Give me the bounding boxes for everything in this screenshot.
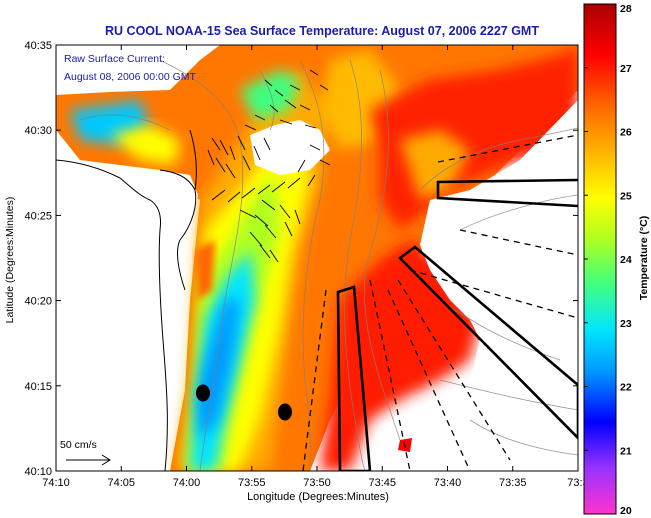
- x-tick-label: 74:00: [173, 477, 201, 489]
- colorbar-tick-label: 24: [620, 254, 632, 266]
- scale-arrow: [66, 454, 111, 466]
- colorbar-tick-label: 23: [620, 318, 632, 330]
- sector-dashed-lines: [302, 134, 578, 471]
- y-tick-label: 40:30: [24, 125, 52, 137]
- colorbar-tick-label: 26: [620, 127, 632, 139]
- x-tick-label: 73:40: [434, 477, 462, 489]
- x-tick-label: 73:55: [238, 477, 266, 489]
- colorbar-tick-label: 25: [620, 190, 632, 202]
- station-marker: [196, 384, 210, 402]
- colorbar-ticks: 28 27 26 25 24 23 22 21 20: [584, 3, 632, 517]
- station-marker: [278, 403, 292, 421]
- sector-boxes: [336, 178, 578, 471]
- map-title: RU COOL NOAA-15 Sea Surface Temperature:…: [105, 24, 539, 38]
- x-tick-label: 73:35: [499, 477, 527, 489]
- x-axis-label: Longitude (Degrees:Minutes): [247, 491, 389, 503]
- colorbar-label: Temperature (°C): [638, 216, 650, 301]
- y-tick-label: 40:10: [24, 466, 52, 478]
- scale-label: 50 cm/s: [60, 439, 97, 451]
- y-tick-label: 40:25: [24, 210, 52, 222]
- y-axis: 40:35 40:30 40:25 40:20 40:15 40:10: [24, 40, 578, 478]
- y-tick-label: 40:20: [24, 296, 52, 308]
- x-axis: 74:10 74:05 74:00 73:55 73:50 73:45 73:40 73:35…: [42, 45, 589, 489]
- x-tick-label: 74:10: [42, 477, 70, 489]
- colorbar-tick-label: 22: [620, 382, 632, 394]
- current-label-line1: Raw Surface Current:: [64, 53, 165, 65]
- coastline: [56, 129, 197, 471]
- x-tick-label: 73:45: [368, 477, 396, 489]
- map-area: Raw Surface Current: August 08, 2006 00:…: [56, 45, 578, 471]
- x-tick-label: 73:50: [303, 477, 331, 489]
- colorbar: [583, 3, 617, 515]
- colorbar-tick-label: 20: [620, 505, 632, 517]
- x-tick-label: 74:05: [107, 477, 135, 489]
- x-tick-label: 73:3: [567, 477, 588, 489]
- y-tick-label: 40:15: [24, 381, 52, 393]
- y-tick-label: 40:35: [24, 40, 52, 52]
- y-axis-label: Latitude (Degrees:Minutes): [4, 197, 16, 324]
- colorbar-tick-label: 21: [620, 445, 632, 457]
- sst-field: [56, 45, 578, 471]
- current-vectors: [207, 69, 331, 263]
- colorbar-tick-label: 28: [620, 3, 632, 15]
- colorbar-tick-label: 27: [620, 63, 632, 75]
- current-label-line2: August 08, 2006 00:00 GMT: [64, 71, 197, 83]
